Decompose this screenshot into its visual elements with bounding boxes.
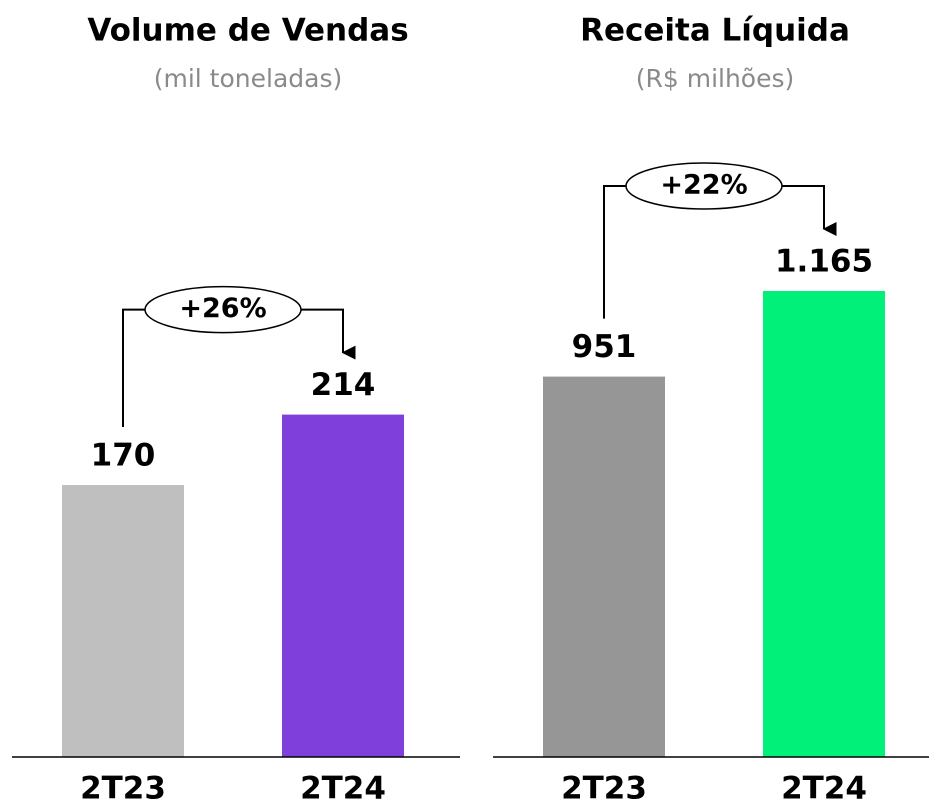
x-tick-label: 2T24 (300, 771, 386, 807)
chart-title: Receita Líquida (580, 13, 850, 49)
bar (282, 414, 404, 757)
chart-subtitle: (mil toneladas) (154, 64, 343, 93)
x-tick-label: 2T23 (80, 771, 166, 807)
bracket (122, 308, 343, 427)
value-label: 1.165 (775, 244, 873, 280)
chart-title: Volume de Vendas (87, 13, 408, 49)
bracket (603, 185, 824, 319)
chart-subtitle: (R$ milhões) (636, 64, 795, 93)
bar (543, 376, 665, 757)
bar (763, 291, 885, 757)
annotation: +22% (660, 170, 747, 201)
value-label: 214 (311, 367, 376, 403)
x-tick-label: 2T23 (561, 771, 647, 807)
bar (62, 485, 184, 757)
annotation-bubble (144, 285, 302, 334)
x-tick-label: 2T24 (781, 771, 867, 807)
annotation-bubble (625, 162, 783, 210)
annotation: +26% (179, 293, 266, 324)
value-label: 170 (91, 438, 156, 474)
value-label: 951 (572, 329, 637, 365)
